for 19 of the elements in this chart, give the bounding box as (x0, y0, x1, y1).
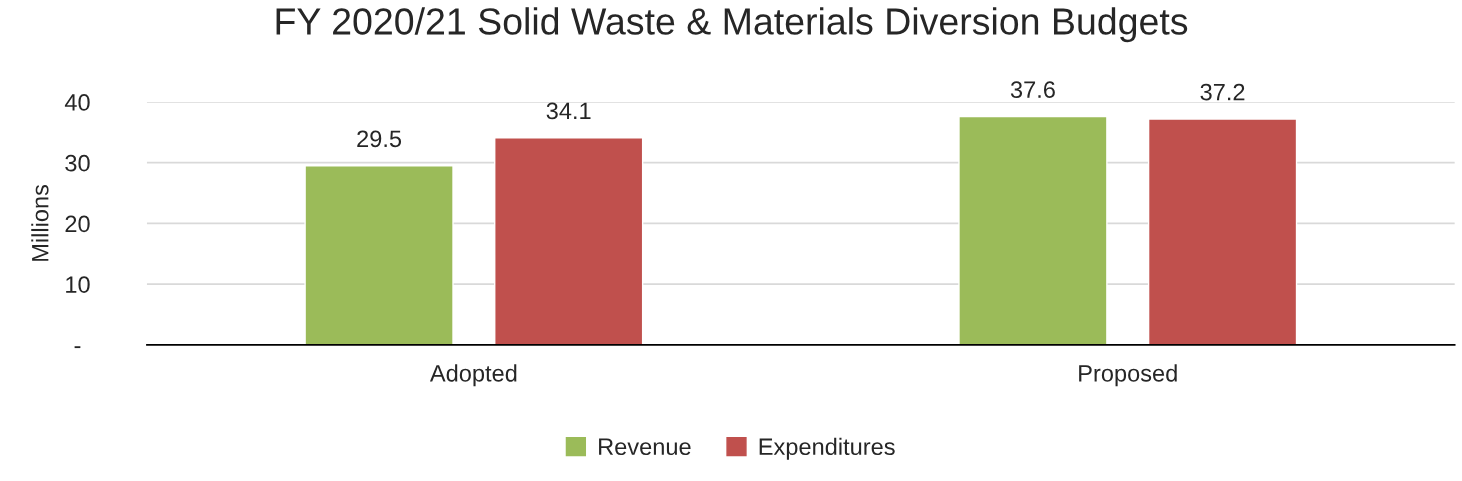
data-label: 37.6 (1010, 81, 1055, 98)
data-label: 37.2 (1200, 83, 1245, 101)
x-tick-label: Proposed (1079, 364, 1177, 387)
bar (304, 165, 454, 345)
y-tick-label: 10 (66, 276, 90, 293)
y-tick-label: 30 (65, 154, 90, 172)
y-axis-title: Millions (31, 184, 49, 261)
data-label: 34.1 (546, 102, 591, 120)
legend-label: Revenue (599, 438, 691, 456)
y-tick-label: 20 (65, 215, 90, 233)
bar (494, 137, 644, 345)
chart-title: FY 2020/21 Solid Waste & Materials Diversion Budgets (276, 7, 1188, 43)
data-label: 29.5 (357, 130, 402, 148)
y-tick-label: - (74, 346, 81, 349)
bar (958, 115, 1108, 345)
x-tick-label: Adopted (429, 364, 517, 387)
legend-label: Expenditures (759, 437, 895, 460)
bar (1147, 118, 1298, 345)
y-tick-label: 40 (64, 94, 90, 111)
